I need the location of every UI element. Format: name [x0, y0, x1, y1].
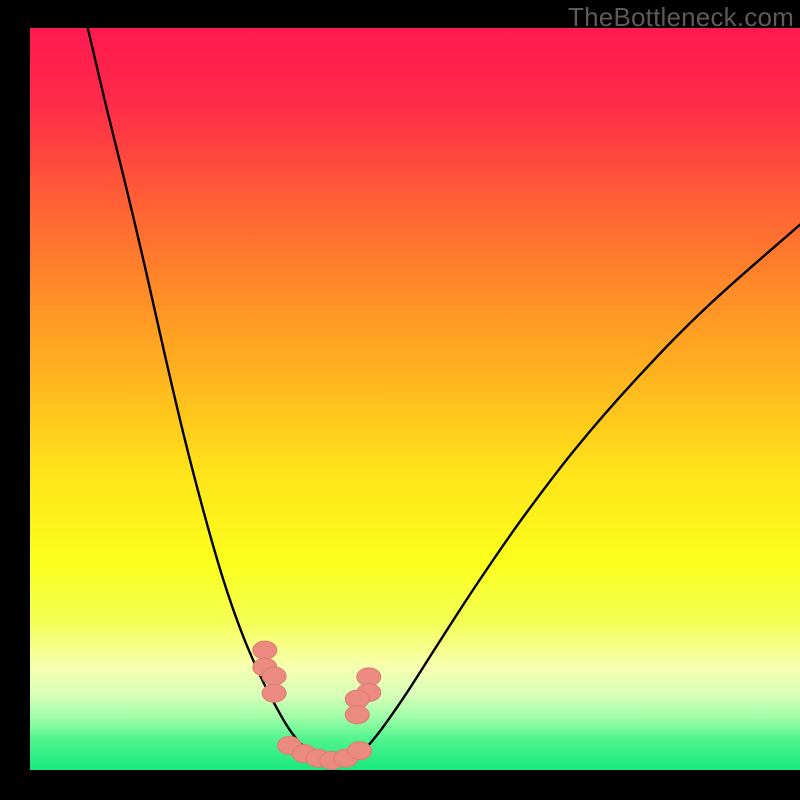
watermark-text: TheBottleneck.com	[568, 2, 794, 33]
marker-bead	[348, 742, 372, 760]
marker-bead-pair-bottom	[345, 706, 369, 724]
chart-root: TheBottleneck.com	[0, 0, 800, 800]
marker-bead-pair-top	[253, 641, 277, 659]
marker-bead-pair-top	[262, 667, 286, 685]
chart-svg	[0, 0, 800, 800]
plot-background	[30, 28, 800, 770]
marker-bead-pair-bottom	[262, 684, 286, 702]
